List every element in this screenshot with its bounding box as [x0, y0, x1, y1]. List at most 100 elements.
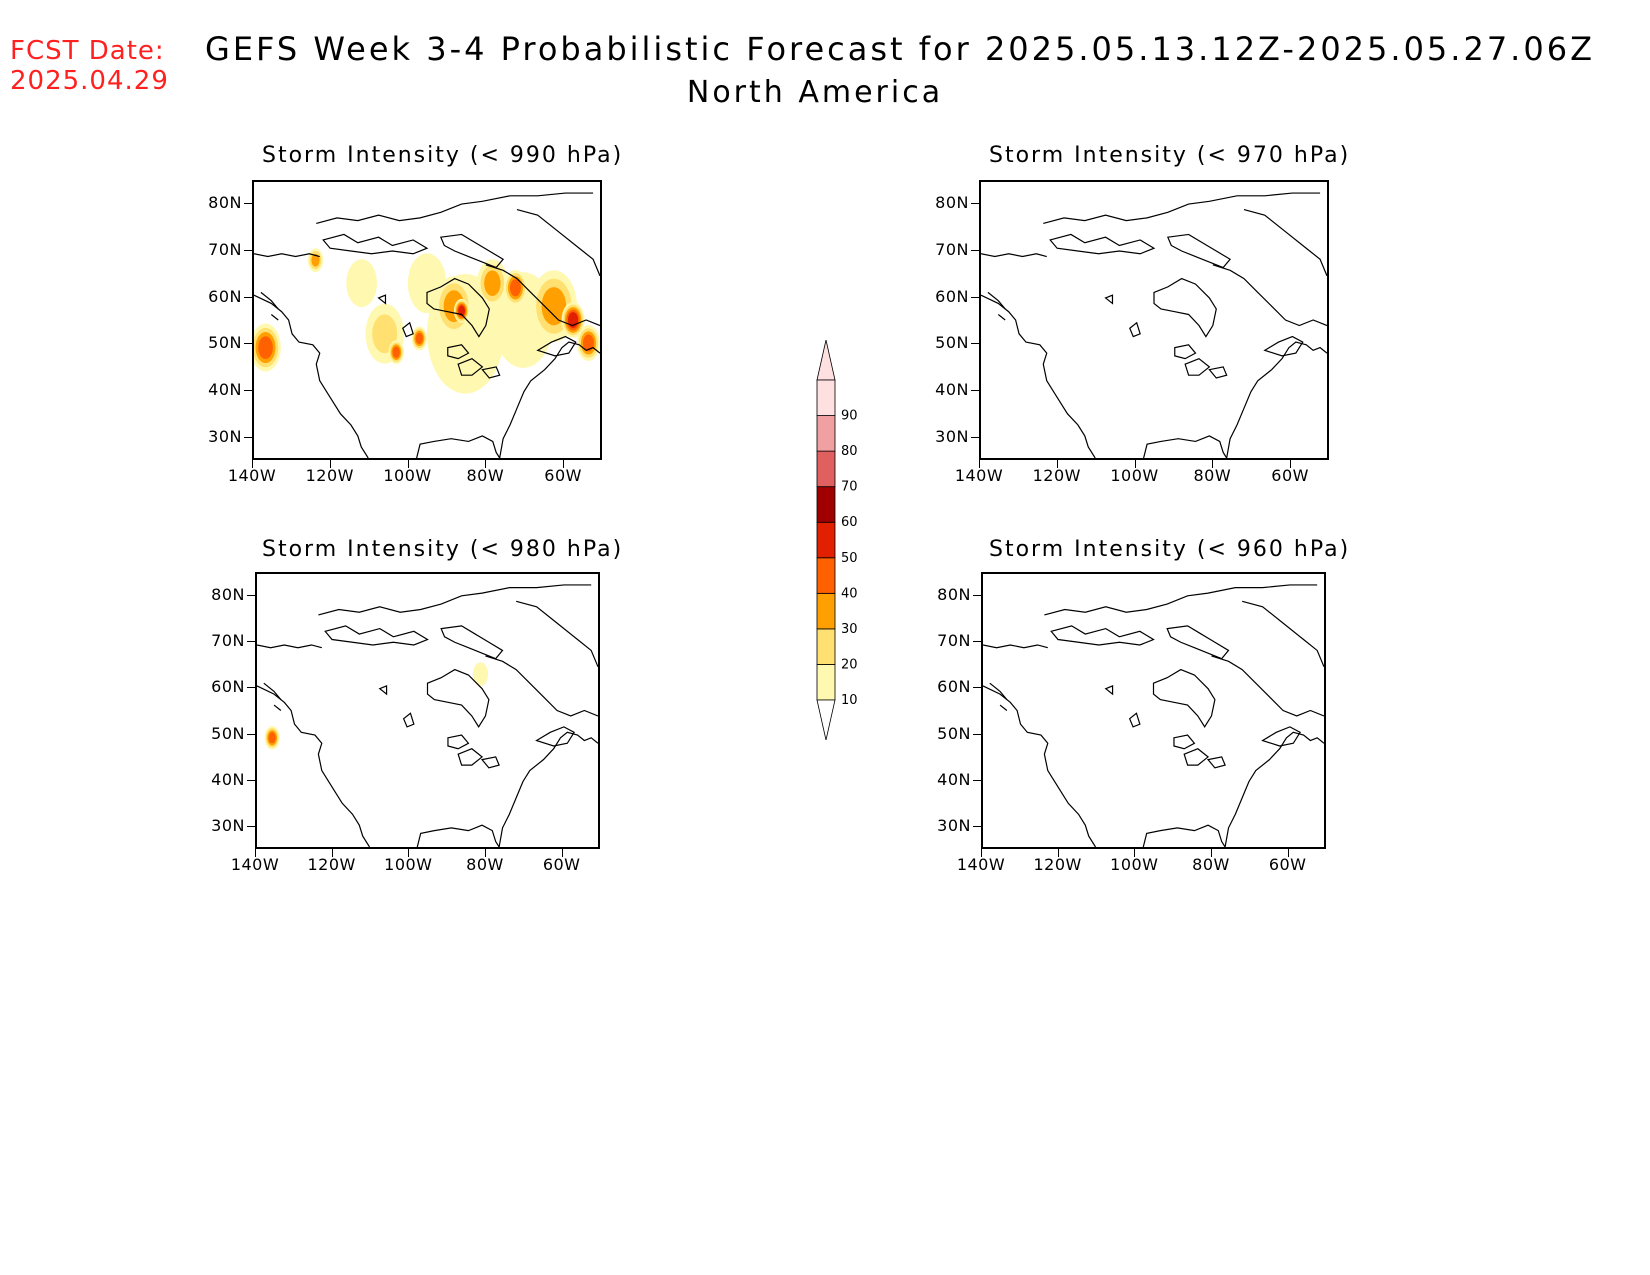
lat-label-p960-4: 40N — [937, 769, 971, 789]
coastline-p990-0 — [254, 254, 368, 458]
coastline-p980-4 — [485, 656, 598, 716]
lat-tick-p980-2 — [247, 687, 255, 689]
coastline-p990-9 — [448, 345, 469, 359]
fcst-date: 2025.04.29 — [10, 66, 169, 96]
fcst-date-block: FCST Date: 2025.04.29 — [10, 36, 169, 96]
colorbar-label-8: 90 — [841, 409, 858, 424]
lat-label-p990-2: 60N — [208, 286, 242, 306]
lat-tick-p990-1 — [244, 250, 252, 251]
prob-cell-p990-12-40 — [509, 279, 521, 297]
lat-tick-p980-0 — [247, 595, 255, 597]
coastline-p960-12 — [1263, 727, 1301, 746]
lon-tick-p990-1 — [329, 460, 331, 468]
prob-cell-p990-5-30 — [541, 287, 567, 326]
coastline-p980-10 — [458, 749, 482, 765]
colorbar-swatch-3 — [816, 557, 836, 594]
coastline-p970-3 — [1154, 279, 1216, 337]
coastline-p960-8 — [1242, 601, 1324, 667]
coastline-p980-12 — [537, 727, 575, 746]
coastline-p970-5 — [1043, 193, 1320, 223]
lon-tick-p980-3 — [485, 849, 486, 857]
lon-tick-p970-4 — [1290, 460, 1292, 468]
lon-label-p970-0: 140W — [954, 466, 1004, 485]
lat-tick-p990-2 — [244, 296, 252, 298]
coastline-p980-5 — [318, 585, 591, 615]
lon-label-p960-2: 100W — [1110, 855, 1159, 874]
colorbar-swatch-8 — [816, 379, 836, 416]
lon-label-p990-3: 80W — [466, 466, 505, 485]
lat-tick-p960-2 — [973, 687, 981, 689]
lat-tick-p960-0 — [973, 595, 981, 597]
coastline-p990-13 — [403, 323, 413, 337]
lat-label-p980-5: 30N — [211, 815, 245, 835]
lat-tick-p970-3 — [971, 343, 979, 345]
lon-label-p970-4: 60W — [1271, 466, 1309, 485]
panel-title-p990: Storm Intensity (< 990 hPa) — [262, 143, 624, 168]
colorbar: 10 20 30 40 50 60 70 80 90 — [812, 339, 872, 741]
prob-cell-p990-8-30 — [484, 270, 501, 296]
lon-tick-p970-0 — [979, 460, 980, 468]
coastline-p990-12 — [538, 337, 576, 356]
map-frame-p990 — [252, 180, 602, 460]
lat-label-p980-4: 40N — [211, 769, 245, 789]
lon-tick-p960-2 — [1134, 849, 1136, 857]
colorbar-label-3: 40 — [841, 586, 858, 601]
colorbar-swatch-0 — [816, 664, 836, 701]
coastline-p990-10 — [458, 359, 482, 376]
lat-label-p980-1: 70N — [211, 631, 245, 651]
coastline-p990-14 — [379, 295, 386, 303]
lon-tick-p990-0 — [252, 460, 253, 468]
lat-label-p980-3: 50N — [211, 723, 245, 743]
lat-label-p960-0: 80N — [937, 585, 971, 605]
lat-label-p980-2: 60N — [211, 677, 245, 697]
coastline-p980-1 — [417, 825, 499, 847]
colorbar-label-0: 10 — [841, 693, 858, 708]
lon-tick-p960-0 — [981, 849, 982, 857]
lat-label-p970-4: 40N — [935, 380, 969, 399]
coastline-p970-4 — [1213, 265, 1327, 326]
coastline-p970-14 — [1106, 295, 1113, 303]
lon-tick-p980-0 — [255, 849, 256, 857]
colorbar-arrow-top — [816, 339, 836, 381]
coastline-p970-7 — [1168, 234, 1230, 267]
coastline-p970-10 — [1185, 359, 1209, 376]
coastline-p960-11 — [1208, 757, 1225, 768]
coastline-p970-0 — [981, 254, 1095, 458]
coastline-p960-10 — [1184, 749, 1208, 765]
map-plot-p980 — [257, 574, 598, 847]
lat-tick-p990-0 — [244, 203, 252, 205]
coastline-p970-6 — [1050, 234, 1154, 253]
coastline-p980-15 — [264, 683, 281, 710]
map-frame-p960 — [981, 572, 1326, 849]
colorbar-arrow-bottom — [816, 699, 836, 741]
lat-tick-p970-1 — [971, 250, 979, 251]
coastline-p980-0 — [257, 645, 370, 847]
lon-label-p980-2: 100W — [384, 855, 433, 874]
coastline-p960-15 — [990, 683, 1007, 710]
coastline-p990-4 — [486, 265, 600, 326]
lat-label-p970-0: 80N — [935, 193, 969, 213]
lat-tick-p990-3 — [244, 343, 252, 345]
lon-label-p970-1: 120W — [1032, 466, 1081, 485]
lat-tick-p970-4 — [971, 390, 979, 391]
coastline-p960-6 — [1051, 626, 1153, 645]
lat-tick-p980-4 — [247, 779, 255, 781]
lon-tick-p960-3 — [1211, 849, 1212, 857]
prob-cell-p990-9-40 — [258, 336, 273, 359]
map-frame-p970 — [979, 180, 1329, 460]
coastline-p960-4 — [1211, 656, 1324, 716]
prob-cell-p990-11-40 — [415, 332, 423, 345]
main-title: GEFS Week 3-4 Probabilistic Forecast for… — [205, 30, 1595, 68]
coastline-p970-1 — [1144, 436, 1227, 458]
map-frame-p980 — [255, 572, 600, 849]
lat-tick-p990-5 — [244, 436, 252, 438]
lat-label-p990-0: 80N — [208, 193, 242, 213]
coastline-p960-13 — [1130, 713, 1140, 727]
lat-label-p960-2: 60N — [937, 677, 971, 697]
panel-title-p960: Storm Intensity (< 960 hPa) — [989, 537, 1351, 562]
prob-cell-p980-0-10 — [472, 662, 489, 686]
lon-label-p980-1: 120W — [307, 855, 356, 874]
lon-label-p960-4: 60W — [1268, 855, 1307, 874]
coastline-p960-1 — [1143, 825, 1225, 847]
lat-tick-p980-3 — [247, 733, 255, 735]
